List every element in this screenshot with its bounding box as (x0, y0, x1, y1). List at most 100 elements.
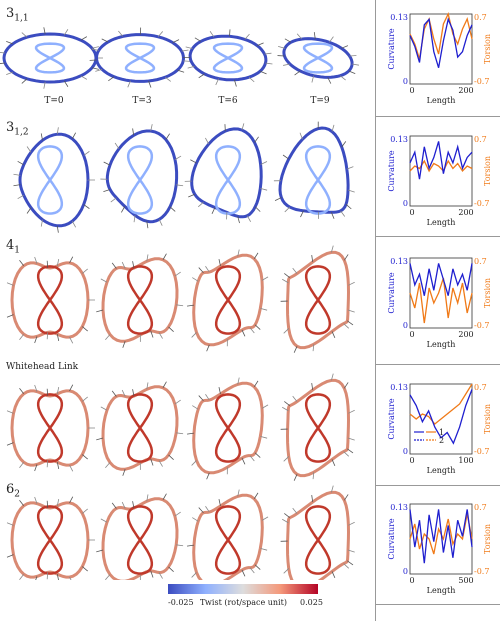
frame-arrow (95, 68, 103, 72)
frame-arrow (63, 29, 69, 36)
x-tick-label: 500 (458, 576, 473, 585)
frame-arrow (241, 457, 246, 465)
knot-tube-inner (34, 42, 66, 74)
frame-arrow (249, 567, 255, 574)
frame-arrow (6, 410, 14, 414)
knot-tube-inner (304, 265, 332, 335)
frame-arrow (56, 387, 60, 395)
frame-arrow (19, 500, 25, 507)
frame-arrow (261, 404, 269, 409)
frame-arrow (40, 133, 43, 141)
frame-arrow (348, 521, 355, 526)
frame-arrow (56, 499, 60, 507)
knot-tube-inner (304, 145, 332, 215)
frame-arrow (284, 513, 291, 519)
knot-tube-inner (126, 145, 154, 215)
frame-arrow (347, 320, 354, 326)
y-tick-label: 0.7 (474, 13, 487, 22)
frame-arrow (96, 437, 104, 441)
y-axis-label-left: Curvature (387, 150, 396, 192)
frame-arrow (294, 70, 301, 76)
torsion-line (409, 277, 473, 324)
frame-arrow (218, 259, 221, 267)
frame-arrow (13, 173, 21, 176)
frame-arrow (330, 373, 334, 381)
twist-colorbar (168, 584, 318, 594)
frame-arrow (132, 261, 135, 269)
frame-arrow (56, 333, 60, 341)
knot-figure (96, 381, 184, 476)
frame-arrow (347, 309, 355, 313)
knot-figure (186, 249, 269, 352)
panel-label-sub: 2 (14, 489, 21, 500)
frame-arrow (312, 344, 315, 352)
frame-arrow (261, 276, 269, 281)
frame-arrow (351, 63, 360, 66)
knot-tube (94, 33, 186, 83)
frame-arrow (198, 73, 205, 79)
frame-arrow (6, 282, 14, 286)
frame-arrow (56, 259, 60, 267)
frame-arrow (176, 184, 184, 187)
frame-arrow (174, 399, 181, 405)
panel-label-sub: 1 (14, 245, 21, 256)
panel-label-main: 3 (6, 120, 15, 135)
frame-arrow (296, 33, 303, 40)
y-axis-label-right: Torsion (483, 404, 492, 434)
frame-arrow (146, 382, 149, 390)
frame-arrow (133, 215, 136, 223)
frame-arrow (82, 326, 88, 332)
legend-label: 1 (439, 428, 444, 437)
panel-label-sub: 1,2 (14, 127, 29, 138)
frame-arrow (311, 254, 314, 263)
knot-tube-inner (126, 505, 154, 575)
frame-arrow (21, 32, 28, 38)
frame-arrow (46, 260, 49, 268)
frame-arrow (122, 469, 126, 476)
y-tick-label: 0.13 (390, 257, 408, 266)
y-axis-label-left: Curvature (387, 398, 396, 440)
frame-arrow (300, 210, 304, 218)
knot-tube (192, 493, 264, 580)
frame-arrow (111, 502, 117, 509)
knot-tube (188, 34, 268, 82)
frame-arrow (282, 154, 289, 160)
frame-arrow (282, 518, 289, 524)
panel-label-3-1-1: 31,1 (6, 6, 29, 24)
frame-arrow (293, 474, 298, 481)
frame-arrow (121, 501, 126, 509)
knot-figure (6, 256, 95, 344)
frame-arrow (82, 396, 88, 402)
knot-tube-inner (304, 393, 332, 463)
frame-arrow (34, 336, 38, 344)
frame-arrow (26, 146, 32, 153)
frame-arrow (56, 573, 59, 580)
frame-arrow (158, 460, 163, 467)
frame-arrow (0, 52, 6, 54)
frame-arrow (181, 49, 189, 52)
frame-arrow (261, 516, 269, 521)
frame-arrow (80, 36, 88, 41)
y-axis-label-left: Curvature (387, 28, 396, 70)
knot-tube-inner (126, 393, 154, 463)
frame-arrow (168, 326, 174, 333)
knot-illustrations (0, 27, 360, 580)
knot-figure (273, 121, 355, 219)
frame-arrow (132, 128, 135, 136)
frame-arrow (329, 36, 334, 43)
frame-arrow (150, 330, 154, 338)
frame-arrow (69, 496, 74, 504)
frame-arrow (17, 194, 24, 200)
frame-arrow (157, 31, 164, 38)
frame-arrow (192, 517, 199, 522)
y-tick-label: 0.13 (390, 503, 408, 512)
knot-tube-inner (126, 265, 154, 335)
y-tick-label: 0.7 (474, 503, 487, 512)
colorbar-max-label: 0.025 (300, 598, 323, 607)
frame-arrow (176, 544, 184, 547)
frame-arrow (312, 472, 315, 480)
knot-tube (192, 381, 264, 475)
knot-tube-inner (212, 42, 244, 74)
y-tick-label: -0.7 (474, 567, 489, 576)
